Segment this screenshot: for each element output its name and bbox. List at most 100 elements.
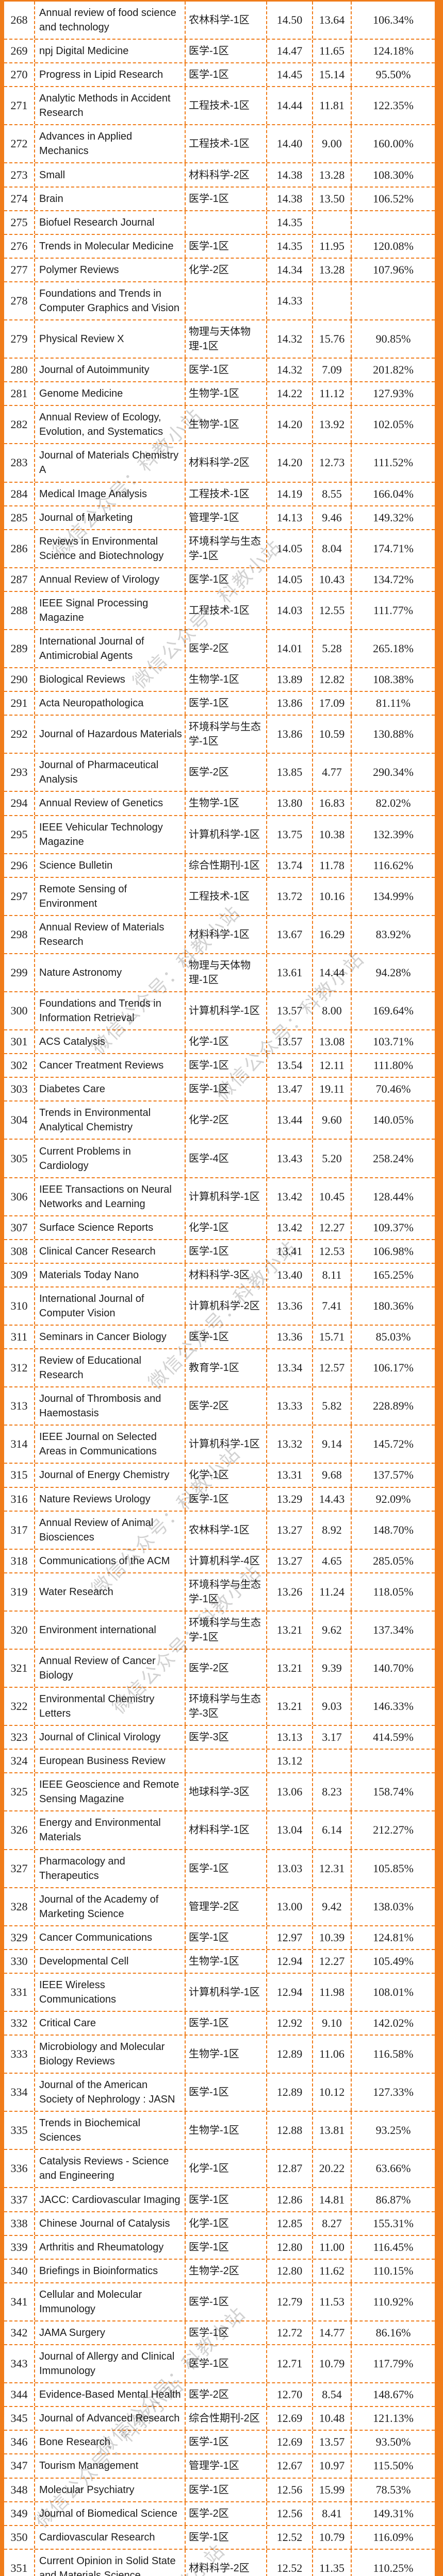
impact-factor-cell: 12.85 <box>267 2212 313 2235</box>
journal-name-cell: Cellular and Molecular Immunology <box>35 2283 186 2320</box>
category-partition-cell: 计算机科学-4区 <box>186 1549 267 1572</box>
rank-cell: 283 <box>4 444 35 482</box>
rank-cell: 314 <box>4 1426 35 1463</box>
journal-name-cell: Environment international <box>35 1611 186 1649</box>
table-row: 323 Journal of Clinical Virology 医学-3区 1… <box>4 1726 435 1750</box>
impact-factor-cell: 14.05 <box>267 568 313 591</box>
rank-cell: 302 <box>4 1054 35 1077</box>
rank-cell: 309 <box>4 1263 35 1286</box>
table-row: 283 Journal of Materials Chemistry A 材料科… <box>4 444 435 483</box>
previous-factor-cell: 11.24 <box>313 1573 352 1611</box>
rank-cell: 294 <box>4 792 35 815</box>
category-partition-cell: 医学-1区 <box>186 1326 267 1349</box>
previous-factor-cell: 12.73 <box>313 444 352 482</box>
impact-factor-cell: 12.92 <box>267 2012 313 2035</box>
journal-name-cell: Chinese Journal of Catalysis <box>35 2212 186 2235</box>
table-row: 277 Polymer Reviews 化学-2区 14.34 13.28 10… <box>4 258 435 282</box>
percent-ratio-cell: 120.08% <box>373 239 414 252</box>
journal-name-cell: Journal of Hazardous Materials <box>35 716 186 753</box>
impact-factor-cell: 14.19 <box>267 482 313 505</box>
journal-name-cell: Journal of Autoimmunity <box>35 359 186 382</box>
percent-ratio-cell: 110.92% <box>373 2295 414 2308</box>
impact-factor-cell: 13.42 <box>267 1178 313 1215</box>
previous-factor-cell: 9.00 <box>313 125 352 163</box>
impact-factor-cell: 13.75 <box>267 816 313 853</box>
table-row: 302 Cancer Treatment Reviews 医学-1区 13.54… <box>4 1054 435 1078</box>
category-partition-cell: 计算机科学-1区 <box>186 816 267 853</box>
previous-factor-cell: 10.79 <box>313 2345 352 2383</box>
rank-cell: 303 <box>4 1078 35 1101</box>
category-partition-cell: 生物学-1区 <box>186 792 267 815</box>
previous-factor-cell: 13.92 <box>313 406 352 444</box>
journal-name-cell: IEEE Geoscience and Remote Sensing Magaz… <box>35 1773 186 1811</box>
category-partition-cell: 医学-1区 <box>186 2188 267 2211</box>
percent-ratio-cell: 160.00% <box>373 137 414 150</box>
table-row: 280 Journal of Autoimmunity 医学-1区 14.32 … <box>4 359 435 383</box>
rank-cell: 316 <box>4 1487 35 1511</box>
rank-cell: 292 <box>4 716 35 753</box>
rank-cell: 318 <box>4 1549 35 1572</box>
percent-ratio-cell: 70.46% <box>375 1082 411 1096</box>
impact-factor-cell: 13.44 <box>267 1101 313 1139</box>
border-top-strip <box>0 0 443 2</box>
category-partition-cell: 工程技术-1区 <box>186 482 267 505</box>
table-row: 316 Nature Reviews Urology 医学-1区 13.29 1… <box>4 1487 435 1512</box>
journal-name-cell: IEEE Journal on Selected Areas in Commun… <box>35 1426 186 1463</box>
previous-factor-cell: 10.16 <box>313 877 352 915</box>
category-partition-cell: 化学-1区 <box>186 1464 267 1487</box>
previous-factor-cell: 8.23 <box>313 1773 352 1811</box>
category-partition-cell: 工程技术-1区 <box>186 877 267 915</box>
percent-ratio-cell: 140.70% <box>373 1662 414 1675</box>
category-partition-cell: 化学-1区 <box>186 1216 267 1239</box>
category-partition-cell: 医学-1区 <box>186 2283 267 2320</box>
impact-factor-cell: 12.86 <box>267 2188 313 2211</box>
previous-factor-cell: 6.14 <box>313 1811 352 1849</box>
table-row: 320 Environment international 环境科学与生态学-1… <box>4 1611 435 1650</box>
previous-factor-cell: 20.22 <box>313 2150 352 2188</box>
journal-name-cell: Journal of Materials Chemistry A <box>35 444 186 482</box>
previous-factor-cell: 15.99 <box>313 2478 352 2501</box>
category-partition-cell: 医学-1区 <box>186 2235 267 2259</box>
category-partition-cell: 计算机科学-1区 <box>186 992 267 1030</box>
rank-cell: 279 <box>4 320 35 358</box>
journal-name-cell: Trends in Molecular Medicine <box>35 234 186 258</box>
journal-name-cell: Annual Review of Materials Research <box>35 916 186 953</box>
table-row: 314 IEEE Journal on Selected Areas in Co… <box>4 1426 435 1464</box>
table-row: 278 Foundations and Trends in Computer G… <box>4 282 435 321</box>
rank-cell: 317 <box>4 1511 35 1549</box>
category-partition-cell: 生物学-1区 <box>186 2112 267 2149</box>
impact-factor-cell: 13.89 <box>267 668 313 691</box>
journal-name-cell: Journal of Biomedical Science <box>35 2502 186 2525</box>
table-row: 291 Acta Neuropathologica 医学-1区 13.86 17… <box>4 692 435 716</box>
impact-factor-cell: 14.33 <box>267 282 313 320</box>
impact-factor-cell: 12.52 <box>267 2549 313 2576</box>
impact-factor-cell: 12.79 <box>267 2283 313 2320</box>
journal-name-cell: European Business Review <box>35 1750 186 1773</box>
table-row: 349 Journal of Biomedical Science 医学-2区 … <box>4 2502 435 2526</box>
journal-name-cell: Critical Care <box>35 2012 186 2035</box>
impact-factor-cell: 14.20 <box>267 406 313 444</box>
category-partition-cell: 管理学-2区 <box>186 1888 267 1925</box>
category-partition-cell: 医学-1区 <box>186 40 267 63</box>
impact-factor-cell: 13.40 <box>267 1263 313 1286</box>
rank-cell: 276 <box>4 234 35 258</box>
impact-factor-cell: 13.27 <box>267 1511 313 1549</box>
percent-ratio-cell: 82.02% <box>375 796 411 810</box>
table-row: 347 Tourism Management 管理学-1区 12.67 10.9… <box>4 2454 435 2479</box>
table-row: 312 Review of Educational Research 教育学-1… <box>4 1349 435 1388</box>
rank-cell: 338 <box>4 2212 35 2235</box>
category-partition-cell: 环境科学与生态学-1区 <box>186 530 267 567</box>
rank-cell: 346 <box>4 2431 35 2454</box>
table-row: 282 Annual Review of Ecology, Evolution,… <box>4 406 435 445</box>
category-partition-cell: 工程技术-1区 <box>186 125 267 163</box>
table-row: 276 Trends in Molecular Medicine 医学-1区 1… <box>4 234 435 259</box>
table-row: 305 Current Problems in Cardiology 医学-4区… <box>4 1140 435 1178</box>
percent-ratio-cell: 86.87% <box>375 2193 411 2206</box>
impact-factor-cell: 12.94 <box>267 1950 313 1973</box>
journal-name-cell: Journal of the American Society of Nephr… <box>35 2074 186 2111</box>
previous-factor-cell: 7.41 <box>313 1287 352 1325</box>
rank-cell: 345 <box>4 2407 35 2430</box>
percent-ratio-cell: 137.57% <box>373 1468 414 1482</box>
rank-cell: 296 <box>4 854 35 877</box>
rank-cell: 305 <box>4 1140 35 1177</box>
